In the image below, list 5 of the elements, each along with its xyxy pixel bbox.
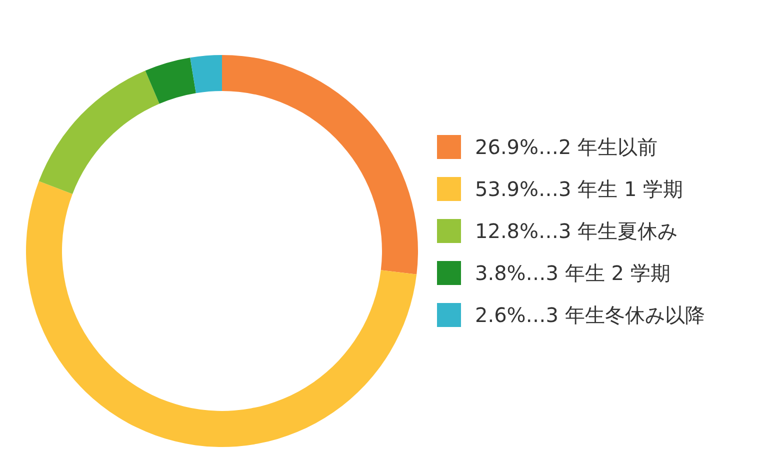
legend-label: 53.9%…3 年生 1 学期 xyxy=(475,176,684,203)
legend-label: 12.8%…3 年生夏休み xyxy=(475,218,679,245)
legend-label: 3.8%…3 年生 2 学期 xyxy=(475,260,672,287)
legend-label: 2.6%…3 年生冬休み以降 xyxy=(475,302,705,329)
legend-label: 26.9%…2 年生以前 xyxy=(475,134,659,161)
